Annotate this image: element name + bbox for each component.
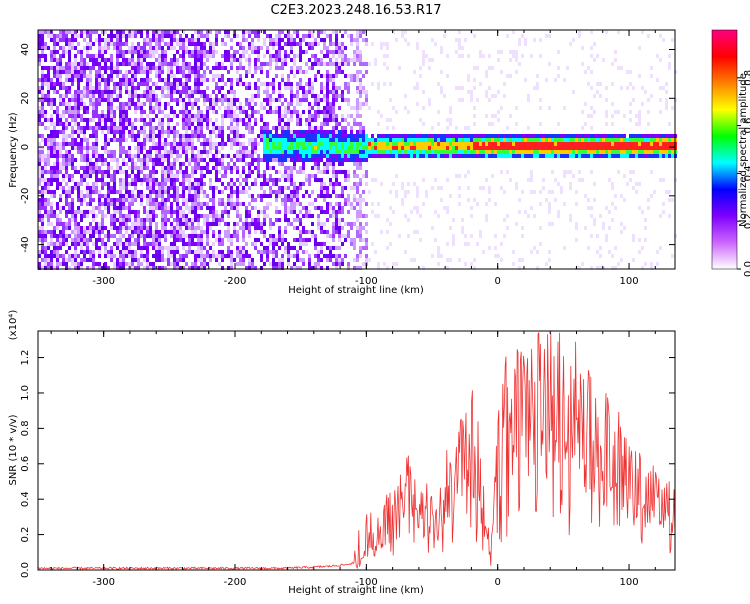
spectrogram-y-label: Frequency (Hz) xyxy=(8,112,19,188)
snr-x-tick-label: 0 xyxy=(495,577,501,588)
snr-y-tick-label: 1.0 xyxy=(20,385,31,401)
spectrogram-y-tick-label: 20 xyxy=(20,92,31,105)
spectrogram-x-tick-label: -300 xyxy=(92,276,115,287)
colorbar-label: Normalized spectral amplitude xyxy=(738,73,749,227)
snr-y-tick-label: 0.4 xyxy=(20,491,31,507)
snr-x-label: Height of straight line (km) xyxy=(288,585,424,596)
snr-y-label: SNR (10 * v/v) xyxy=(8,414,19,485)
spectrogram-y-tick-label: 0 xyxy=(20,144,31,150)
figure-title: C2E3.2023.248.16.53.R17 xyxy=(270,3,441,18)
colorbar-tick-label: 0.0 xyxy=(743,261,750,277)
snr-y-tick-label: 0.8 xyxy=(20,420,31,436)
spectrogram-y-tick-label: 40 xyxy=(20,43,31,56)
snr-y-tick-label: 0.2 xyxy=(20,527,31,543)
colorbar-gradient xyxy=(712,30,737,269)
snr-y-tick-label: 0.0 xyxy=(20,562,31,578)
colorbar: 0.00.20.40.60.8 Normalized spectral ampl… xyxy=(712,30,750,277)
spectrogram-y-tick-label: -20 xyxy=(20,188,31,204)
snr-x-tick-label: -300 xyxy=(92,577,115,588)
spectrogram-x-tick-label: -200 xyxy=(224,276,247,287)
snr-y-tick-label: 1.2 xyxy=(20,350,31,366)
spectrogram-x-label: Height of straight line (km) xyxy=(288,285,424,296)
snr-x-tick-label: -200 xyxy=(224,577,247,588)
snr-x-tick-label: 100 xyxy=(619,577,638,588)
snr-y-scale-label: (x10⁴) xyxy=(8,310,19,341)
spectrogram-y-tick-label: -40 xyxy=(20,236,31,252)
spectrogram-x-tick-label: 100 xyxy=(619,276,638,287)
spectrogram-x-tick-label: 0 xyxy=(495,276,501,287)
snr-y-tick-label: 0.6 xyxy=(20,456,31,472)
